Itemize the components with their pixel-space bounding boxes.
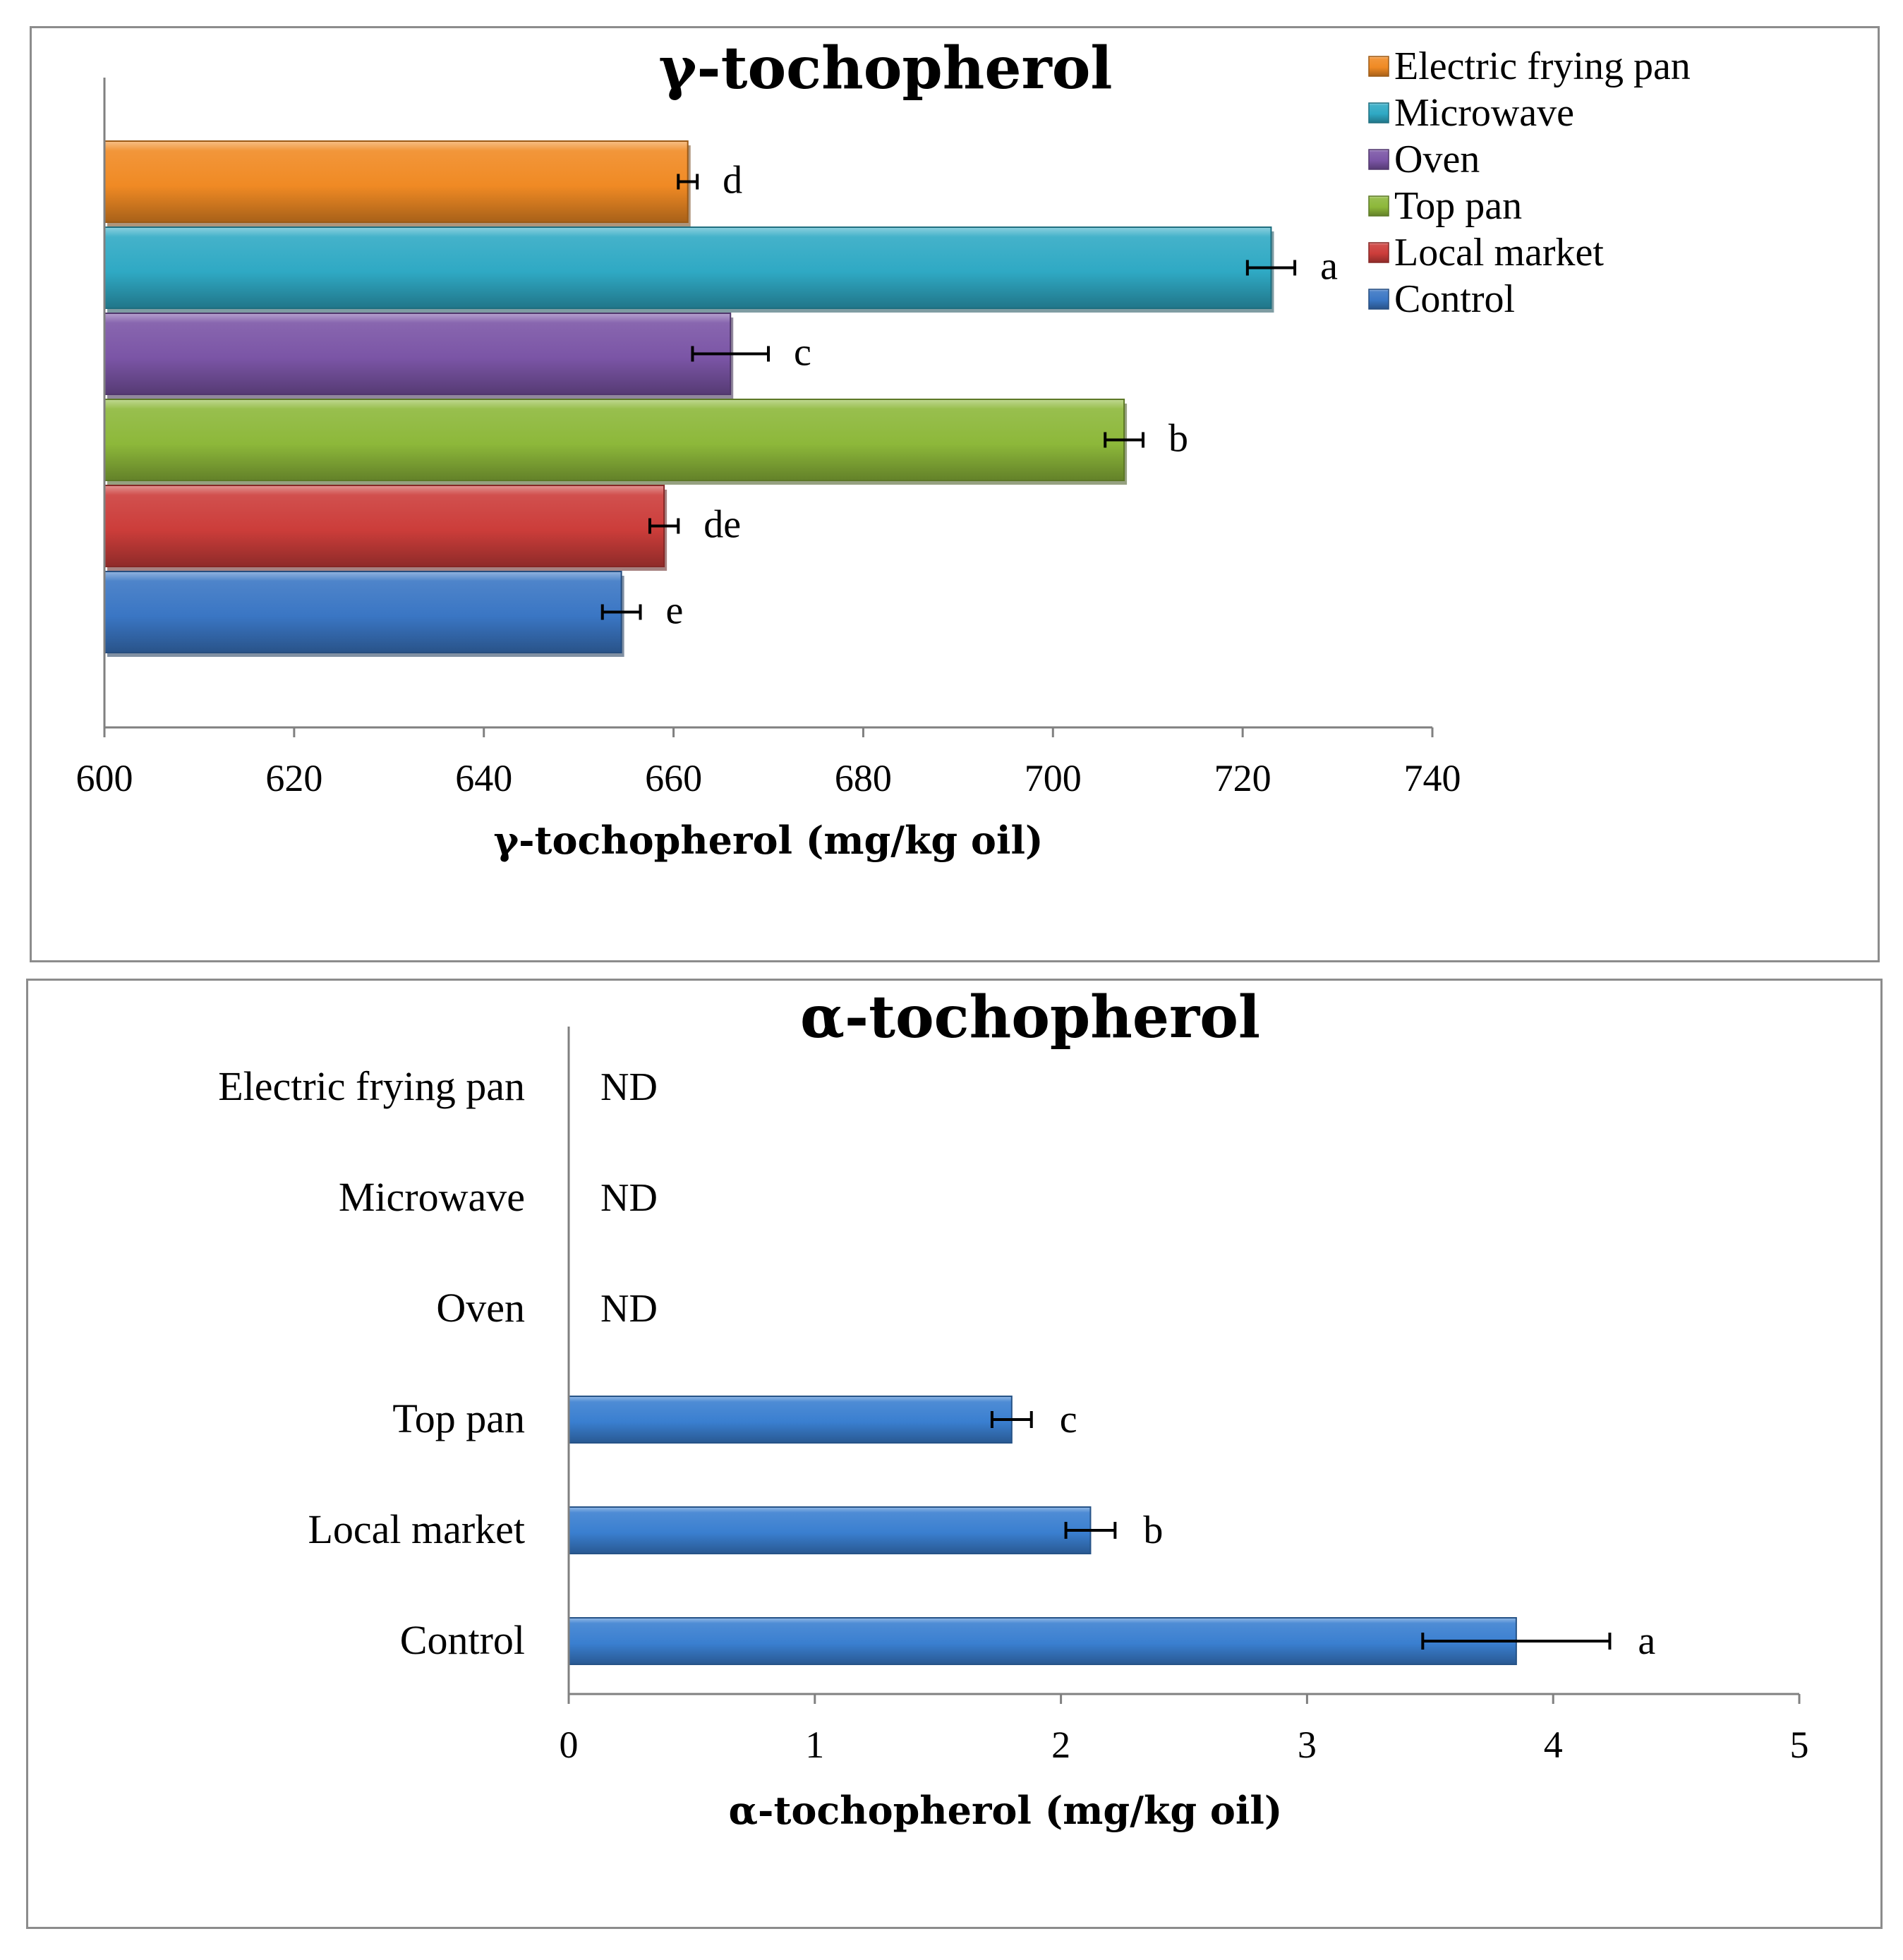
legend-label-top-pan: Top pan xyxy=(1394,184,1522,228)
alpha-category-label-electric-frying-pan: Electric frying pan xyxy=(218,1063,525,1109)
alpha-bar-top-pan xyxy=(568,1396,1013,1444)
alpha-x-tick-label: 2 xyxy=(1051,1724,1070,1766)
gamma-x-tick-label: 720 xyxy=(1214,757,1271,799)
alpha-category-label-top-pan: Top pan xyxy=(392,1396,525,1441)
gamma-bar-microwave xyxy=(104,226,1272,309)
legend-swatch-control xyxy=(1368,289,1389,310)
gamma-significance-label: e xyxy=(666,589,684,633)
alpha-significance-label: a xyxy=(1638,1619,1655,1663)
gamma-bar-oven xyxy=(104,313,732,395)
legend-swatch-electric-frying-pan xyxy=(1368,56,1389,77)
legend-label-local-market: Local market xyxy=(1394,231,1604,274)
alpha-category-label-local-market: Local market xyxy=(308,1506,525,1552)
gamma-bar-electric-frying-pan xyxy=(104,140,689,223)
gamma-x-tick-label: 740 xyxy=(1404,757,1461,799)
gamma-x-tick-label: 680 xyxy=(835,757,892,799)
alpha-chart-panel: α-tochopherol ND ND ND c b a Electric frying … xyxy=(26,979,1883,1929)
gamma-bar-top-pan xyxy=(104,399,1125,481)
gamma-chart-panel: γ-tochopherol d a c b de e 600 620 640 660 680 700… xyxy=(30,26,1880,962)
legend-label-control: Control xyxy=(1394,277,1515,321)
alpha-bar-control xyxy=(568,1617,1517,1665)
alpha-x-axis-label: α-tochopherol (mg/kg oil) xyxy=(729,1788,1283,1833)
alpha-significance-label: c xyxy=(1060,1398,1077,1441)
gamma-significance-label: de xyxy=(703,503,741,547)
alpha-nd-label: ND xyxy=(600,1176,658,1220)
gamma-chart-svg: γ-tochopherol d a c b dee 600 620 640 660 680 700… xyxy=(76,35,1691,863)
legend-swatch-top-pan xyxy=(1368,195,1389,217)
gamma-bar-local-market xyxy=(104,485,665,567)
gamma-bar-control xyxy=(104,571,622,653)
alpha-x-tick-label: 4 xyxy=(1544,1724,1563,1766)
gamma-x-tick-label: 640 xyxy=(455,757,512,799)
alpha-x-tick-label: 5 xyxy=(1790,1724,1809,1766)
gamma-significance-label: c xyxy=(794,331,811,375)
alpha-x-tick-label: 1 xyxy=(805,1724,824,1766)
gamma-significance-label: b xyxy=(1168,417,1188,461)
alpha-chart-svg: α-tochopherol ND ND ND c b a Electric frying … xyxy=(218,984,1809,1833)
alpha-nd-label: ND xyxy=(600,1065,658,1109)
legend-swatch-oven xyxy=(1368,149,1389,170)
alpha-bar-local-market xyxy=(568,1506,1092,1554)
gamma-chart-title: γ-tochopherol xyxy=(658,35,1112,102)
legend-label-oven: Oven xyxy=(1394,138,1480,181)
legend-swatch-microwave xyxy=(1368,102,1389,123)
gamma-x-axis-label: γ-tochopherol (mg/kg oil) xyxy=(493,818,1043,863)
gamma-x-tick-label: 620 xyxy=(265,757,322,799)
gamma-x-tick-label: 600 xyxy=(76,757,133,799)
alpha-category-label-control: Control xyxy=(400,1617,525,1663)
alpha-significance-label: b xyxy=(1143,1508,1163,1552)
gamma-x-tick-label: 660 xyxy=(645,757,702,799)
alpha-x-tick-label: 0 xyxy=(560,1724,579,1766)
gamma-x-tick-label: 700 xyxy=(1025,757,1082,799)
alpha-category-label-oven: Oven xyxy=(436,1285,525,1331)
legend-swatch-local-market xyxy=(1368,242,1389,263)
gamma-significance-label: d xyxy=(723,159,742,202)
alpha-x-tick-label: 3 xyxy=(1298,1724,1317,1766)
alpha-nd-label: ND xyxy=(600,1287,658,1331)
gamma-significance-label: a xyxy=(1320,245,1338,289)
alpha-category-label-microwave: Microwave xyxy=(339,1174,525,1220)
alpha-chart-title: α-tochopherol xyxy=(800,984,1260,1051)
legend-label-microwave: Microwave xyxy=(1394,91,1574,135)
legend-label-electric-frying-pan: Electric frying pan xyxy=(1394,44,1691,88)
